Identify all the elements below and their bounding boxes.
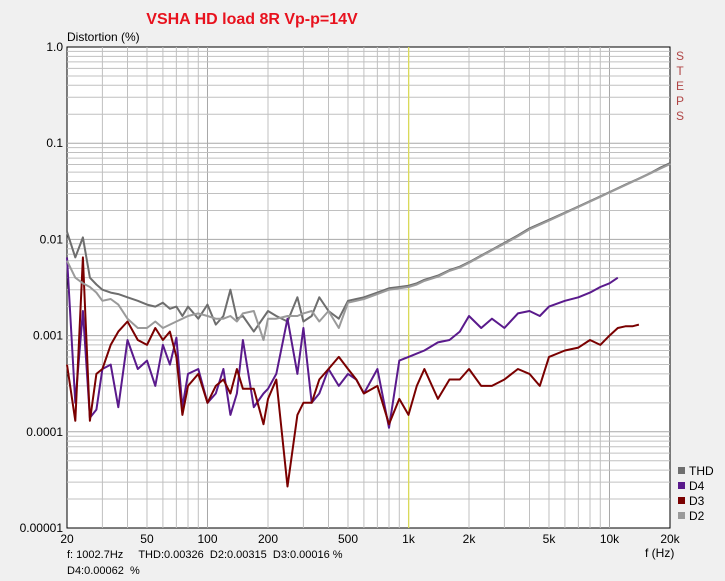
cursor-readout-line1: f: 1002.7Hz THD:0.00326 D2:0.00315 D3:0.… [67,549,343,561]
plot-area [66,46,671,529]
x-tick-label: 10k [600,532,620,546]
x-tick-label: 20k [660,532,680,546]
series-line-d3 [66,256,640,488]
series-group [66,162,671,488]
y-tick-labels: 1.0 0.1 0.01 0.001 0.0001 0.00001 [20,40,64,535]
legend-swatch-thd [678,467,685,474]
legend-label-thd: THD [689,464,714,478]
x-tick-label: 200 [258,532,278,546]
steps-letter: T [676,64,684,78]
x-tick-label: 1k [402,532,416,546]
cursor-readout-line2: D4:0.00062 % [67,565,140,577]
x-axis-label: f (Hz) [645,546,674,560]
grid [67,47,670,528]
legend-swatch-d2 [678,512,685,519]
series-line-d4 [66,257,619,429]
legend-label-d4: D4 [689,479,705,493]
y-tick-label: 0.0001 [26,425,63,439]
y-axis-label: Distortion (%) [67,30,140,44]
legend-swatch-d3 [678,497,685,504]
legend-swatch-d4 [678,482,685,489]
y-tick-label: 0.01 [40,232,64,246]
x-tick-label: 100 [197,532,217,546]
y-tick-label: 0.00001 [20,521,64,535]
y-tick-label: 0.001 [33,329,63,343]
x-tick-label: 20 [60,532,74,546]
series-line-d2 [66,163,671,341]
x-tick-label: 2k [463,532,477,546]
x-tick-label: 5k [543,532,557,546]
x-tick-label: 50 [140,532,154,546]
steps-letter: S [676,109,684,123]
legend-label-d3: D3 [689,494,705,508]
y-tick-label: 0.1 [46,136,63,150]
y-tick-label: 1.0 [46,40,63,54]
legend-label-d2: D2 [689,509,705,523]
chart-title: VSHA HD load 8R Vp-p=14V [146,11,358,28]
x-tick-label: 500 [338,532,358,546]
steps-letter: S [676,49,684,63]
steps-letter: P [676,94,684,108]
x-tick-labels: 20 50 100 200 500 1k 2k 5k 10k 20k [60,532,680,546]
steps-letter: E [676,79,684,93]
